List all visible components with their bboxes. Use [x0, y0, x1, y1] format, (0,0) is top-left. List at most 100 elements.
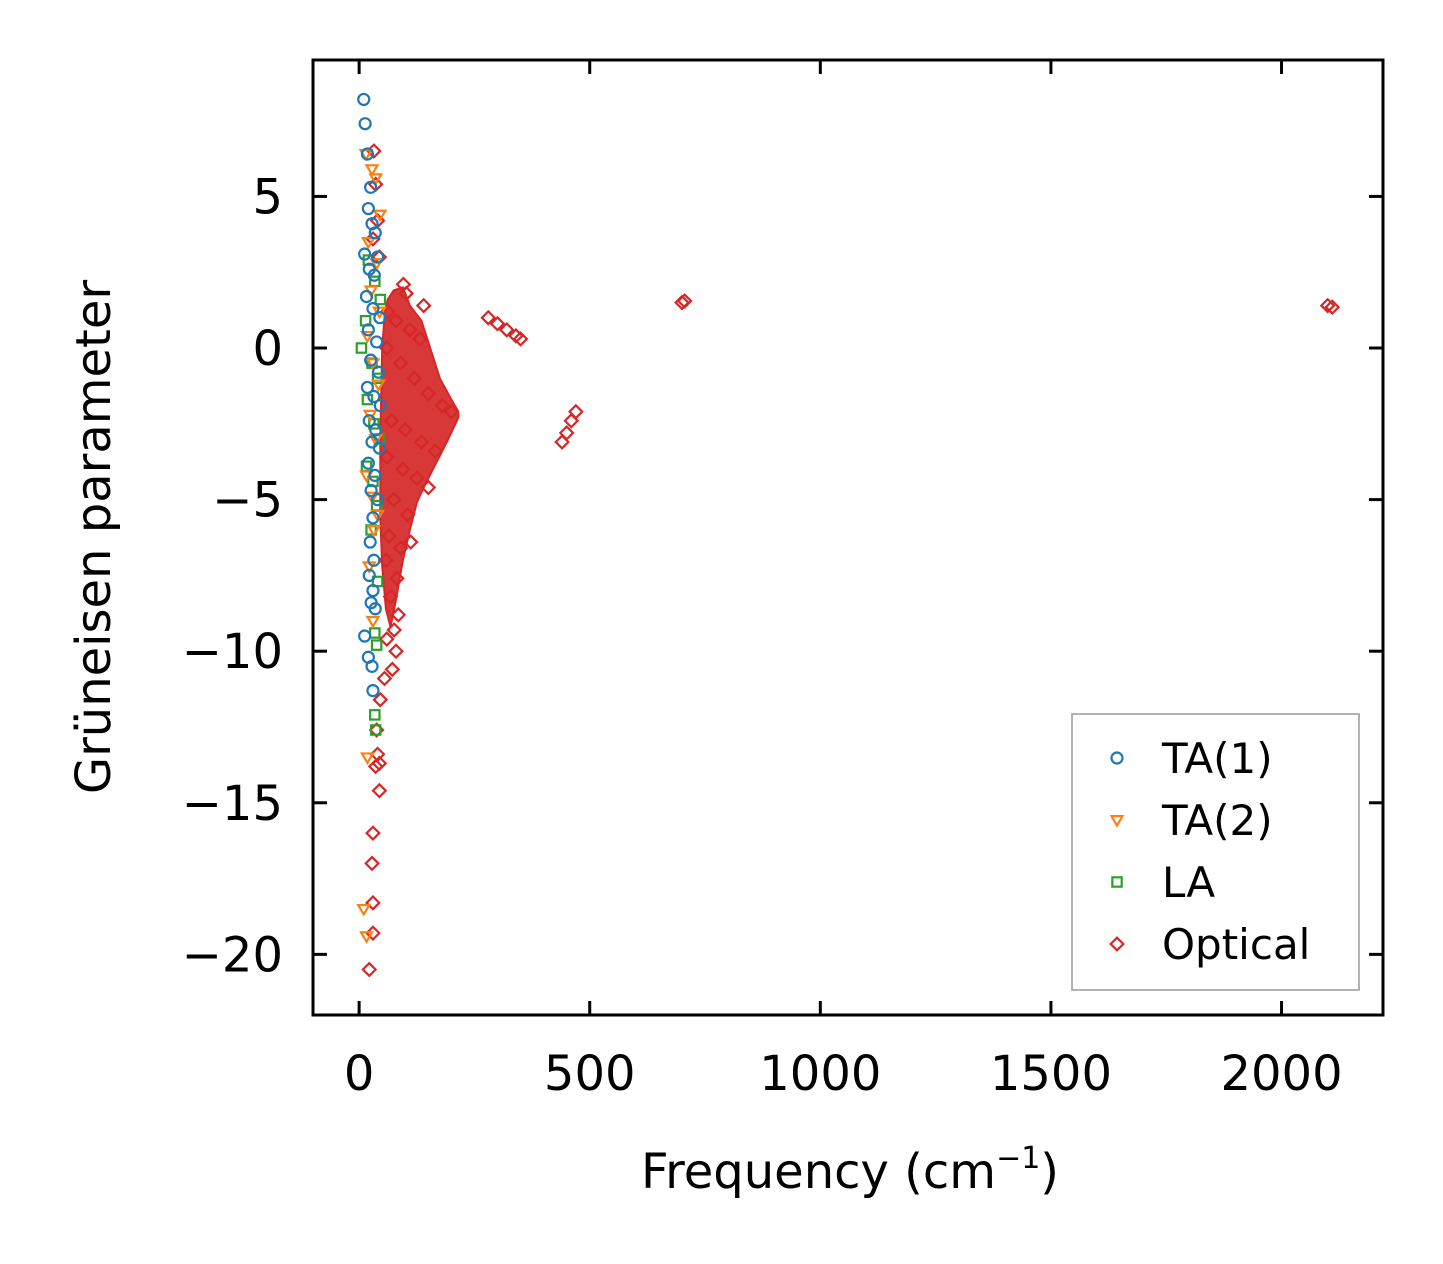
data-point — [370, 335, 384, 349]
data-point — [382, 588, 399, 605]
data-point — [358, 247, 372, 261]
y-tick-label: −5 — [212, 473, 283, 529]
legend-label: LA — [1162, 858, 1215, 907]
data-point — [363, 535, 377, 549]
legend: TA(1) TA(2) LA Optical — [1071, 713, 1360, 991]
x-axis-title-main: Frequency (cm — [641, 1144, 996, 1200]
data-point — [383, 412, 400, 429]
data-point — [358, 629, 372, 643]
data-point — [1319, 297, 1336, 314]
legend-label: TA(1) — [1161, 734, 1273, 783]
legend-items: TA(1) TA(2) LA Optical — [1109, 734, 1310, 969]
data-point — [413, 434, 430, 450]
x-axis-title-suffix: ) — [1040, 1144, 1059, 1200]
data-point — [406, 370, 423, 387]
data-point — [364, 180, 378, 194]
data-point — [360, 236, 376, 250]
data-point — [378, 631, 395, 647]
y-tick-label: 5 — [252, 169, 283, 225]
data-point — [395, 461, 411, 478]
y-tick-label: −15 — [182, 776, 283, 832]
data-point — [372, 441, 387, 455]
data-point — [427, 443, 444, 459]
legend-marker — [1111, 876, 1123, 888]
data-point — [359, 931, 374, 944]
legend-label: Optical — [1162, 920, 1310, 969]
data-point — [388, 643, 404, 660]
data-point — [362, 414, 376, 428]
data-point — [359, 330, 375, 344]
data-point — [370, 509, 385, 523]
legend-box — [1071, 713, 1360, 991]
data-point — [358, 149, 374, 162]
data-point — [373, 311, 387, 325]
y-tick-label: 0 — [252, 321, 283, 377]
data-point — [369, 258, 385, 271]
data-point — [408, 470, 425, 487]
data-point — [359, 752, 375, 765]
data-point — [402, 534, 419, 550]
data-point — [365, 615, 381, 629]
data-point — [498, 321, 515, 338]
data-point — [415, 297, 432, 314]
data-point — [370, 250, 385, 264]
data-point — [388, 312, 404, 329]
data-point — [377, 552, 394, 569]
data-point — [676, 293, 693, 309]
data-point — [412, 331, 428, 347]
data-point — [369, 709, 381, 721]
data-point — [374, 293, 387, 306]
data-point — [385, 491, 402, 508]
data-point — [369, 423, 383, 437]
data-point — [381, 528, 397, 544]
data-point — [361, 961, 378, 978]
data-point — [366, 583, 380, 598]
data-point — [364, 491, 380, 505]
data-point — [372, 209, 388, 223]
data-point — [399, 506, 416, 523]
data-point — [558, 425, 575, 441]
data-point — [372, 691, 389, 708]
data-point — [359, 289, 374, 304]
data-point — [356, 903, 372, 917]
y-axis-title: Grüneisen parameter — [66, 280, 122, 795]
data-point — [367, 758, 384, 775]
x-tick-label: 500 — [544, 1046, 636, 1102]
data-point — [373, 399, 387, 413]
axes: 0 500 1000 1500 2000 5 0 −5 −10 −15 −20 — [182, 58, 1385, 1102]
data-point — [366, 302, 380, 316]
data-point — [489, 315, 506, 332]
x-axis-title: Frequency (cm−1) — [641, 1141, 1059, 1200]
data-point — [366, 684, 380, 698]
data-point — [370, 639, 383, 651]
data-point — [1324, 299, 1341, 315]
data-point — [397, 421, 414, 438]
data-point — [434, 397, 451, 414]
y-tick-label: −20 — [182, 927, 283, 983]
x-axis-ticks: 0 500 1000 1500 2000 — [344, 60, 1343, 1102]
data-point — [367, 553, 381, 567]
series-ta-2- — [356, 149, 388, 944]
data-point — [384, 661, 401, 678]
legend-marker — [1109, 815, 1125, 828]
data-point — [378, 449, 395, 466]
legend-marker — [1109, 936, 1125, 952]
data-point — [392, 355, 409, 372]
data-point — [360, 147, 375, 161]
data-point — [355, 342, 368, 354]
data-point — [365, 894, 381, 911]
data-point — [361, 456, 375, 470]
data-point — [368, 173, 384, 186]
data-point — [365, 230, 381, 247]
data-point — [480, 309, 497, 326]
y-tick-label: −10 — [182, 624, 283, 680]
series-ta-1- — [357, 92, 387, 698]
data-point — [364, 353, 378, 367]
x-axis-title-superscript: −1 — [996, 1141, 1040, 1176]
legend-marker — [1110, 751, 1124, 765]
data-point — [367, 268, 381, 282]
legend-label: TA(2) — [1161, 796, 1273, 845]
data-point — [362, 568, 376, 582]
